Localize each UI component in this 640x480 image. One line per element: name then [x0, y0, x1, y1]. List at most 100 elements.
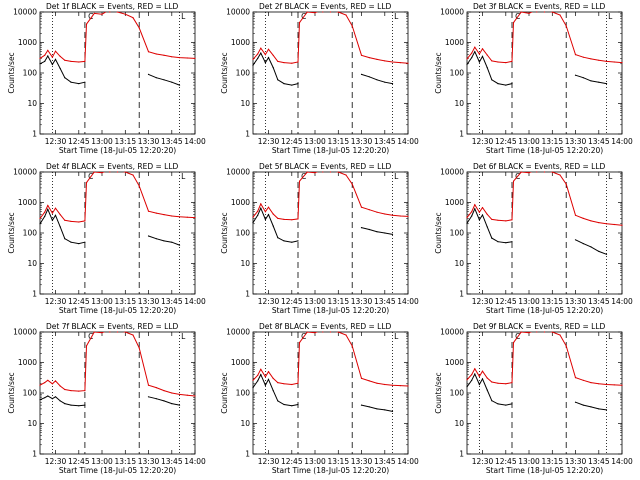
x-axis-label: Start Time (18-Jul-05 12:20:20) [272, 466, 389, 475]
lld-point [505, 220, 507, 222]
x-tick-label: 13:15 [327, 137, 349, 146]
x-axis-label: Start Time (18-Jul-05 12:20:20) [59, 306, 176, 315]
lld-point [54, 380, 57, 382]
events-point [44, 215, 46, 217]
lld-point [194, 395, 196, 397]
events-point [272, 67, 274, 69]
annotation-l: L [608, 12, 613, 21]
events-point [505, 242, 507, 244]
events-point [605, 409, 608, 411]
lld-point [536, 11, 538, 13]
x-tick-label: 13:15 [327, 457, 349, 466]
series-lld-line [253, 172, 408, 221]
annotation-l: L [608, 172, 613, 181]
y-tick-label: 10000 [226, 168, 250, 177]
lld-point [85, 23, 88, 25]
lld-point [512, 342, 515, 344]
events-point [391, 410, 394, 412]
lld-point [109, 331, 111, 333]
events-point [267, 214, 270, 216]
lld-point [322, 171, 324, 173]
chart-title: Det 6f BLACK = Events, RED = LLD [473, 162, 606, 171]
lld-point [598, 383, 600, 385]
lld-point [257, 210, 259, 212]
lld-point [194, 217, 196, 219]
events-point [267, 378, 270, 380]
series-lld-line [40, 332, 195, 397]
events-point [368, 228, 370, 231]
events-point [471, 215, 473, 217]
events-point [39, 223, 41, 225]
lld-point [391, 61, 394, 63]
events-point [511, 241, 513, 243]
y-tick-label: 1000 [445, 198, 464, 207]
events-point [376, 79, 378, 81]
events-point [252, 64, 254, 66]
lld-point [39, 57, 41, 60]
events-point [155, 398, 157, 400]
lld-point [613, 223, 615, 226]
events-point [478, 219, 480, 221]
x-axis-label: Start Time (18-Jul-05 12:20:20) [59, 146, 176, 155]
x-tick-label: 12:30 [258, 457, 280, 466]
y-tick-label: 10000 [440, 168, 464, 177]
x-tick-label: 12:45 [68, 457, 90, 466]
y-tick-label: 100 [450, 229, 465, 238]
chart-title: Det 5f BLACK = Events, RED = LLD [259, 162, 392, 171]
lld-point [252, 379, 254, 381]
lld-point [337, 171, 339, 173]
lld-point [322, 11, 324, 13]
lld-point [329, 171, 332, 173]
lld-point [277, 382, 279, 384]
events-point [384, 232, 386, 234]
lld-point [138, 347, 140, 349]
lld-point [101, 332, 103, 334]
y-tick-label: 100 [236, 389, 251, 398]
lld-point [474, 368, 476, 370]
events-point [64, 403, 66, 405]
lld-point [351, 345, 353, 347]
y-tick-label: 10000 [440, 8, 464, 17]
y-axis-label: Counts/sec [7, 212, 16, 253]
events-point [163, 240, 165, 242]
x-tick-label: 14:00 [611, 457, 633, 466]
x-tick-label: 13:45 [161, 137, 183, 146]
lld-point [291, 219, 293, 221]
events-point [471, 57, 473, 59]
plot-frame [252, 331, 409, 455]
annotation-l: L [608, 332, 613, 341]
x-tick-label: 13:45 [588, 457, 610, 466]
lld-point [85, 182, 88, 184]
chart-panel-3: Det 3f BLACK = Events, RED = LLD 1 10 100 10… [434, 2, 633, 155]
events-point [486, 389, 488, 391]
lld-point [407, 385, 409, 387]
y-tick-label: 10 [27, 99, 37, 108]
lld-point [478, 375, 480, 377]
y-tick-label: 1000 [231, 38, 250, 47]
y-axis-label: Counts/sec [7, 52, 16, 93]
events-point [277, 400, 279, 402]
lld-point [399, 215, 401, 217]
events-point [64, 238, 66, 240]
lld-point [345, 14, 347, 16]
lld-point [360, 377, 363, 379]
events-point [59, 226, 61, 228]
lld-point [551, 331, 553, 333]
lld-point [605, 383, 608, 386]
chart-panel-8: Det 8f BLACK = Events, RED = LLD 1 10 100 10… [220, 322, 419, 475]
x-tick-label: 13:30 [565, 137, 587, 146]
lld-point [391, 214, 394, 216]
x-tick-label: 13:00 [518, 137, 540, 146]
events-point [163, 79, 165, 81]
lld-point [536, 331, 538, 333]
lld-point [78, 390, 80, 392]
events-point [252, 387, 254, 389]
x-tick-label: 14:00 [184, 297, 206, 306]
x-tick-label: 12:30 [258, 297, 280, 306]
series-lld-line [467, 172, 622, 226]
y-tick-label: 10000 [13, 168, 37, 177]
lld-point [565, 25, 567, 27]
events-point [368, 76, 370, 78]
events-point [277, 79, 279, 81]
lld-point [376, 58, 378, 61]
